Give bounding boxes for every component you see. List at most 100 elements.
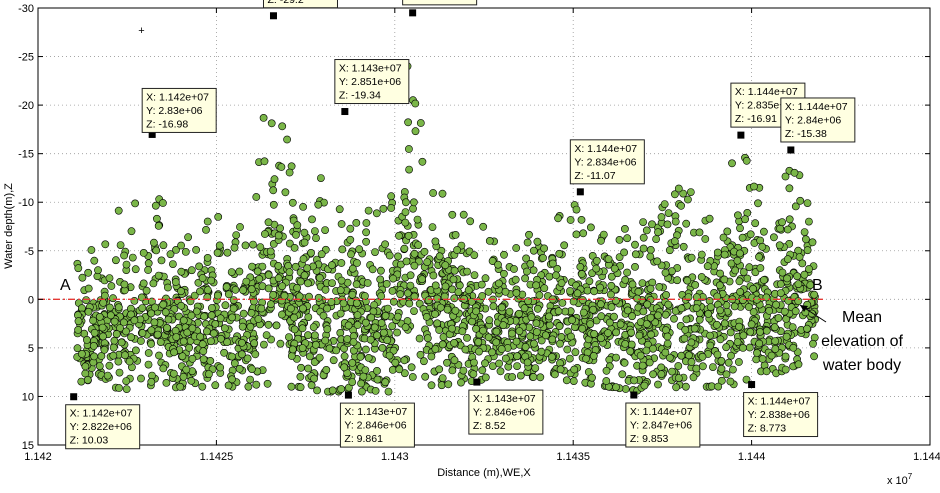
data-point (470, 271, 479, 279)
data-point (327, 261, 336, 270)
data-point (357, 379, 365, 388)
data-point (349, 338, 358, 346)
data-point (478, 366, 487, 375)
data-point (772, 300, 780, 309)
data-point (677, 304, 686, 313)
data-point (479, 222, 488, 231)
datatip-text: Y: 2.834e+06 (574, 156, 636, 168)
data-point (497, 345, 506, 353)
y-tick-label: 5 (28, 343, 34, 355)
datatip: X: 1.144e+07Y: 2.84e+06 Z: -15.38 (780, 97, 856, 154)
data-point (717, 364, 726, 373)
data-point (627, 328, 636, 337)
data-point (754, 199, 762, 208)
data-point (319, 311, 328, 320)
data-point (723, 227, 732, 236)
data-point (183, 328, 192, 337)
data-point (592, 256, 601, 265)
data-point (290, 313, 298, 322)
data-point (371, 386, 380, 395)
data-point (385, 351, 394, 360)
data-point (120, 280, 129, 289)
data-point (287, 352, 296, 360)
data-point (652, 235, 660, 243)
data-point (488, 348, 496, 357)
data-point (362, 237, 370, 246)
data-point (162, 378, 171, 387)
data-point (137, 374, 145, 383)
data-point (533, 237, 542, 246)
data-point (475, 347, 483, 356)
data-point (540, 284, 549, 293)
datatip-box (625, 402, 701, 448)
section-end-label: B (812, 277, 823, 294)
data-point (686, 188, 695, 196)
data-point (109, 343, 118, 352)
data-point (95, 312, 104, 321)
datatip-box (65, 404, 141, 450)
data-point (101, 240, 110, 249)
data-point (638, 279, 647, 287)
data-point (328, 386, 337, 395)
x-axis-label: Distance (m),WE,X (437, 467, 531, 479)
data-point (649, 344, 657, 353)
data-point (379, 204, 388, 213)
data-point (724, 358, 733, 367)
data-point (322, 365, 331, 374)
data-point (778, 218, 786, 227)
data-point (321, 336, 330, 345)
data-point (720, 275, 729, 284)
datatip-text: X: 1.143e+07 (344, 406, 407, 418)
datatip-text: Y: 2.838e+06 (748, 409, 810, 421)
data-point (385, 251, 394, 260)
data-point (298, 324, 307, 333)
data-point (441, 261, 450, 270)
data-point (207, 311, 216, 320)
data-point (161, 308, 170, 317)
data-point (105, 274, 114, 282)
data-point (215, 241, 224, 250)
data-point (120, 318, 128, 327)
data-point (296, 372, 305, 381)
data-point (562, 376, 571, 385)
data-point (116, 324, 124, 332)
data-point (224, 290, 233, 299)
data-point (590, 329, 598, 338)
data-point (405, 299, 414, 308)
y-tick-label: -20 (18, 100, 34, 112)
data-point (810, 352, 818, 361)
data-point (454, 288, 463, 296)
data-point (739, 268, 748, 276)
data-point (717, 376, 726, 385)
data-point (356, 352, 365, 361)
data-point (182, 365, 191, 374)
data-point (663, 220, 672, 229)
data-point (765, 306, 774, 315)
data-point (303, 264, 312, 273)
data-point (604, 329, 612, 337)
data-point (290, 243, 299, 252)
data-point (706, 303, 715, 311)
x-exponent-base: x 10 (887, 475, 908, 487)
data-point (237, 338, 246, 347)
data-point (531, 364, 540, 372)
data-point (605, 355, 614, 364)
data-point (459, 366, 468, 375)
data-point (545, 321, 554, 330)
data-point (640, 381, 649, 390)
data-point (612, 383, 620, 392)
data-point (292, 230, 300, 239)
data-point (736, 224, 744, 233)
datatip-text: Z: -29.2 (267, 0, 303, 6)
data-point (396, 290, 405, 299)
data-point (87, 246, 96, 254)
data-point (479, 326, 487, 335)
data-point (383, 336, 392, 345)
data-point (115, 368, 124, 377)
data-point (495, 359, 503, 368)
data-point (420, 247, 429, 256)
data-point (423, 334, 432, 343)
data-point (300, 271, 309, 280)
data-point (114, 357, 123, 366)
data-point (695, 315, 704, 324)
